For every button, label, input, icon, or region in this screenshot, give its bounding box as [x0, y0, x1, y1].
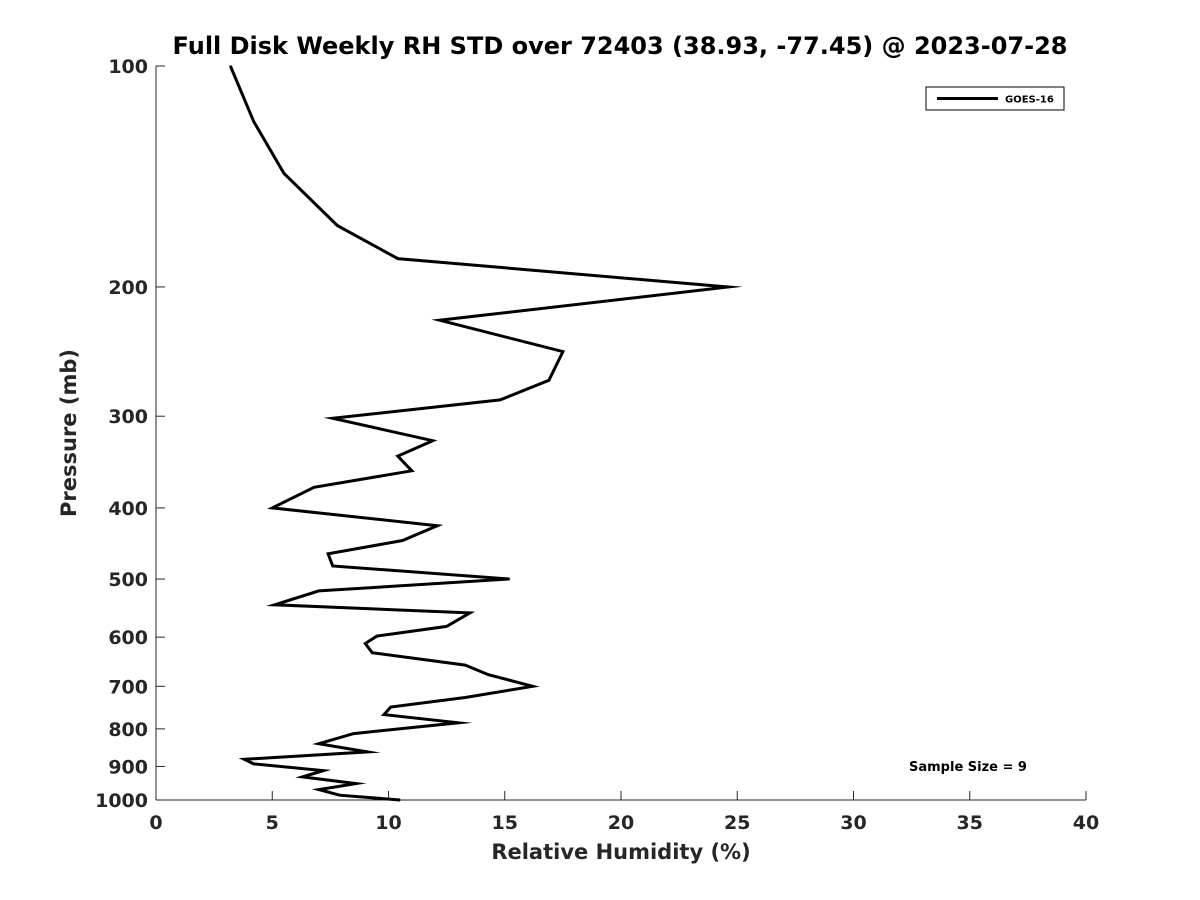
y-tick-label: 700 [108, 676, 148, 698]
series-line-goes-16 [229, 65, 743, 802]
data-point [383, 713, 385, 716]
data-point [499, 399, 501, 401]
data-point [252, 120, 255, 123]
legend: GOES-16 [925, 86, 1065, 111]
data-point [331, 565, 334, 567]
data-point [352, 732, 355, 735]
y-tick-label: 500 [108, 569, 148, 591]
data-point [431, 439, 434, 442]
data-point [318, 590, 320, 592]
data-point [355, 782, 357, 785]
data-point [273, 604, 276, 606]
data-point [331, 417, 334, 420]
data-point [229, 65, 232, 67]
y-tick-label: 900 [108, 756, 148, 778]
data-point [397, 257, 399, 260]
x-tick-label: 40 [1073, 812, 1099, 834]
data-point [548, 379, 550, 382]
y-tick-label: 100 [108, 56, 148, 78]
data-point [376, 635, 378, 637]
data-point [399, 799, 401, 801]
data-point [401, 539, 404, 542]
x-tick-label: 5 [266, 812, 279, 834]
y-tick-label: 400 [108, 498, 148, 520]
data-point [313, 486, 315, 489]
x-tick-label: 35 [957, 812, 983, 834]
x-axis-label: Relative Humidity (%) [491, 840, 750, 864]
data-point [436, 524, 439, 527]
series-layer [229, 65, 743, 802]
data-point [531, 685, 534, 688]
x-tick-label: 30 [840, 812, 866, 834]
y-tick-label: 800 [108, 719, 148, 741]
x-tick-label: 20 [608, 812, 634, 834]
data-point [411, 470, 413, 472]
y-tick-label: 300 [108, 406, 148, 428]
data-point [318, 742, 320, 745]
data-point [364, 642, 367, 645]
data-point [390, 706, 392, 708]
data-point [469, 612, 471, 614]
data-point [397, 455, 399, 457]
data-point [438, 319, 441, 322]
sample-size-annotation: Sample Size = 9 [909, 760, 1027, 775]
x-tick-label: 25 [724, 812, 750, 834]
data-point [271, 507, 274, 509]
x-tick-label: 15 [492, 812, 518, 834]
data-point [457, 722, 460, 724]
x-tick-label: 0 [149, 812, 162, 834]
data-point [336, 224, 339, 227]
x-tick-label: 10 [375, 812, 401, 834]
data-point [727, 286, 729, 288]
data-point [508, 578, 511, 580]
data-point [371, 651, 374, 654]
data-point [366, 751, 369, 753]
data-point [338, 794, 341, 796]
y-tick-label: 200 [108, 277, 148, 299]
y-tick-label: 1000 [95, 790, 148, 812]
data-point [252, 763, 255, 765]
y-tick-label: 600 [108, 627, 148, 649]
data-point [445, 625, 448, 628]
data-point [301, 776, 304, 778]
data-point [327, 553, 329, 555]
data-point [464, 696, 467, 699]
legend-label: GOES-16 [1005, 95, 1054, 106]
data-point [283, 172, 285, 175]
data-point [562, 350, 564, 353]
data-point [322, 769, 325, 772]
chart-title: Full Disk Weekly RH STD over 72403 (38.9… [173, 32, 1068, 60]
y-axis-label: Pressure (mb) [57, 349, 81, 517]
data-point [318, 788, 320, 791]
axes: 0 5 10 15 20 25 30 35 40 100 200 300 400 500 600 700 800… [95, 56, 1099, 834]
data-point [487, 673, 490, 676]
data-point [464, 664, 467, 666]
data-point [243, 758, 246, 761]
